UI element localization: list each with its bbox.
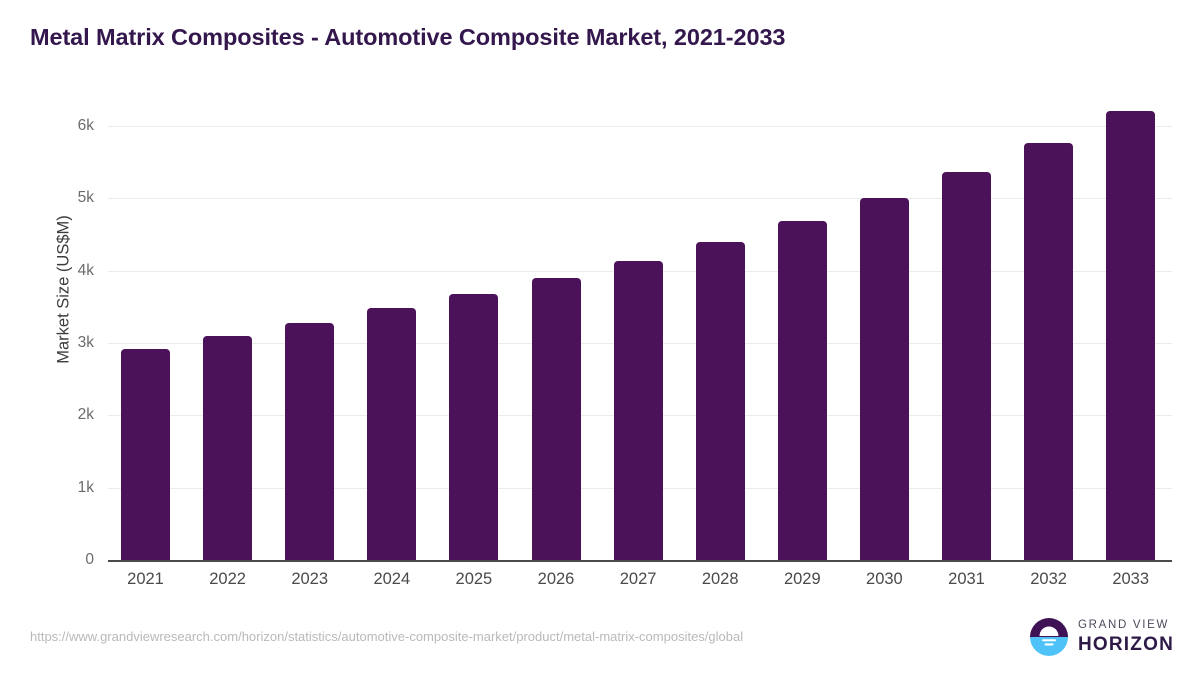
x-axis-tick-label: 2025 [455, 570, 493, 588]
bar-2031[interactable] [942, 171, 991, 560]
grand-view-horizon-logo[interactable]: GRAND VIEW HORIZON [1029, 617, 1174, 657]
bar-2024[interactable] [367, 308, 417, 560]
logo-wordmark: GRAND VIEW HORIZON [1078, 620, 1174, 654]
x-axis-line [108, 560, 1172, 562]
y-axis-tick-label: 3k [77, 334, 94, 351]
logo-bottom-text: HORIZON [1077, 633, 1174, 655]
y-axis-tick-label: 0 [85, 551, 94, 568]
x-axis-tick-label: 2033 [1112, 570, 1150, 588]
x-axis-tick-label: 2031 [948, 570, 985, 588]
logo-top-text: GRAND VIEW [1077, 619, 1170, 632]
source-url[interactable]: https://www.grandviewresearch.com/horizo… [30, 629, 744, 644]
x-axis-tick-label: 2028 [701, 570, 739, 588]
bar-2029[interactable] [777, 220, 827, 560]
bar-2030[interactable] [859, 197, 909, 560]
x-axis-tick-label: 2026 [537, 570, 575, 588]
bar-2027[interactable] [613, 260, 663, 560]
page-title: Metal Matrix Composites - Automotive Com… [30, 24, 786, 50]
x-axis-tick-label: 2024 [373, 570, 411, 588]
x-axis-tick-label: 2030 [866, 570, 903, 588]
bar-2032[interactable] [1024, 143, 1074, 560]
y-axis-tick-label: 5k [77, 189, 94, 207]
bar-2026[interactable] [531, 277, 581, 560]
y-axis-tick-label: 2k [77, 406, 94, 424]
horizon-circle-icon [1029, 618, 1068, 656]
x-axis-tick-label: 2022 [209, 570, 246, 588]
bar-2033[interactable] [1106, 110, 1156, 560]
bar-2028[interactable] [695, 241, 745, 560]
gridline [108, 126, 1172, 127]
x-axis-tick-label: 2023 [291, 570, 329, 588]
bar-2023[interactable] [285, 322, 335, 560]
y-axis-tick-label: 4k [77, 261, 94, 279]
x-axis-tick-label: 2027 [619, 570, 657, 588]
bar-2021[interactable] [121, 348, 170, 560]
x-axis-tick-label: 2032 [1030, 570, 1067, 588]
gridline [108, 198, 1172, 200]
x-axis-tick-label: 2029 [783, 570, 821, 588]
y-axis-tick-label: 6k [77, 117, 94, 134]
x-axis-tick-label: 2021 [127, 570, 164, 588]
bar-2022[interactable] [203, 336, 253, 560]
bar-2025[interactable] [449, 293, 499, 560]
y-axis-tick-label: 1k [77, 478, 94, 496]
